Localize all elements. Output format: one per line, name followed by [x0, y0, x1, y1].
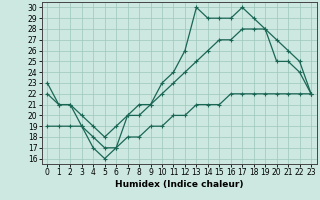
- X-axis label: Humidex (Indice chaleur): Humidex (Indice chaleur): [115, 180, 244, 189]
